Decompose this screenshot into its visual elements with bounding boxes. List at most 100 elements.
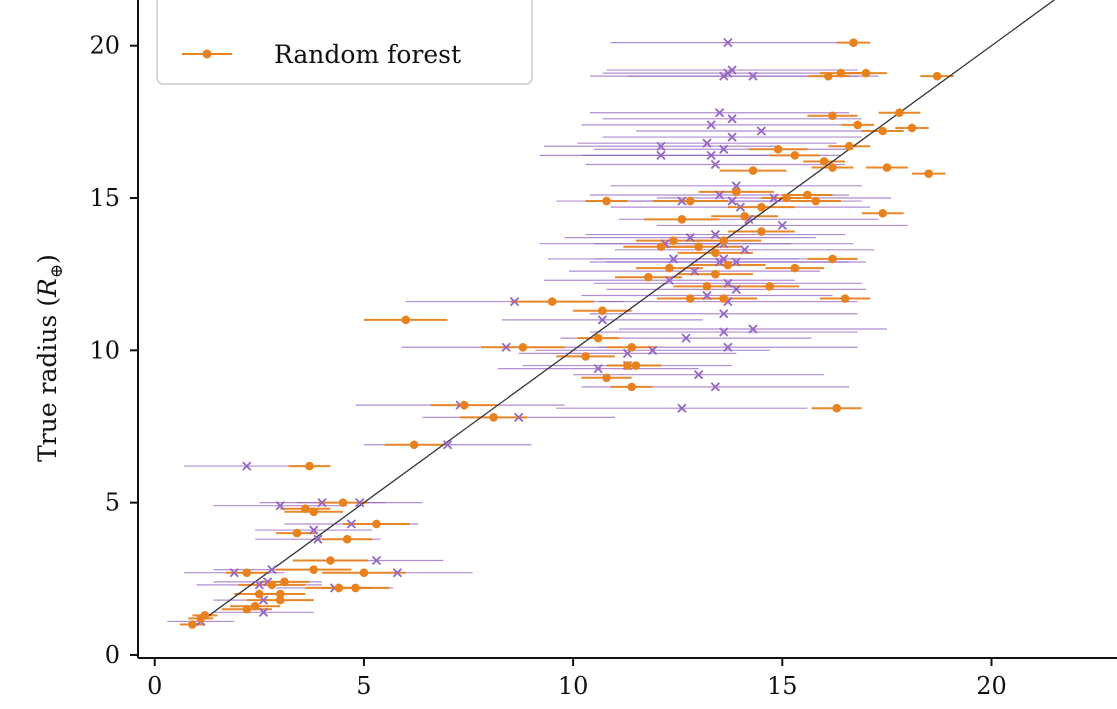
rf-point xyxy=(351,583,360,593)
rf-point xyxy=(790,151,800,160)
x-marker-stroke xyxy=(731,181,741,191)
rf-point xyxy=(267,580,277,590)
x-marker-point xyxy=(509,296,520,307)
rf-point xyxy=(460,400,469,410)
rf-point xyxy=(255,589,264,599)
x-marker-stroke xyxy=(501,342,511,352)
x-marker-point xyxy=(313,534,323,544)
rf-point xyxy=(685,294,695,303)
x-marker-stroke xyxy=(723,296,733,307)
x-marker-point xyxy=(593,363,603,374)
rf-point xyxy=(719,294,729,303)
x-marker-stroke xyxy=(309,525,319,535)
x-marker-stroke xyxy=(719,144,729,154)
x-marker-point xyxy=(719,309,729,319)
legend-box xyxy=(156,0,533,85)
x-marker-stroke xyxy=(714,108,725,118)
x-marker-stroke xyxy=(727,65,737,75)
legend-label: Random forest xyxy=(274,40,461,69)
x-marker-stroke xyxy=(719,327,729,337)
rf-point xyxy=(694,242,703,252)
x-marker-point xyxy=(710,159,720,170)
x-marker-stroke xyxy=(275,501,285,511)
x-marker-point xyxy=(254,580,264,590)
rf-point xyxy=(711,269,720,279)
x-marker-point xyxy=(664,275,674,285)
rf-point xyxy=(196,614,206,623)
rf-point xyxy=(861,68,871,78)
rf-point xyxy=(627,382,636,392)
rf-point xyxy=(338,498,348,507)
x-marker-point xyxy=(309,525,319,535)
rf-point xyxy=(828,254,837,264)
rf-point xyxy=(731,187,741,197)
rf-point xyxy=(275,589,285,599)
rf-point xyxy=(811,196,821,206)
x-marker-stroke xyxy=(731,284,741,295)
x-marker-point xyxy=(229,568,239,578)
x-marker-point xyxy=(685,232,695,243)
x-marker-stroke xyxy=(229,568,239,578)
x-marker-point xyxy=(710,382,720,392)
rf-point xyxy=(188,620,197,629)
x-marker-point xyxy=(597,315,608,325)
x-marker-point xyxy=(668,254,679,264)
x-marker-stroke xyxy=(267,565,277,575)
y-tick-label: 15 xyxy=(89,184,120,212)
x-marker-stroke xyxy=(656,150,666,160)
rf-point xyxy=(547,297,557,306)
x-marker-point xyxy=(731,284,741,295)
x-marker-point xyxy=(656,150,666,160)
rf-point xyxy=(711,248,720,258)
x-marker-stroke xyxy=(719,309,729,319)
rf-point xyxy=(301,504,310,514)
x-marker-stroke xyxy=(719,254,729,264)
x-tick-label: 5 xyxy=(356,672,371,700)
x-marker-stroke xyxy=(355,498,365,508)
x-marker-point xyxy=(727,132,737,142)
x-marker-stroke xyxy=(346,519,357,529)
rf-point xyxy=(656,242,666,252)
rf-point xyxy=(782,193,791,203)
x-marker-stroke xyxy=(371,555,382,566)
x-marker-stroke xyxy=(392,568,403,578)
x-marker-stroke xyxy=(677,196,687,206)
rf-point xyxy=(719,236,729,245)
rf-point xyxy=(757,202,766,212)
x-marker-point xyxy=(442,440,453,450)
x-marker-point xyxy=(702,290,712,301)
rf-point xyxy=(593,333,603,343)
x-marker-stroke xyxy=(740,245,750,255)
x-marker-point xyxy=(748,324,758,334)
rf-point xyxy=(757,227,766,236)
x-marker-point xyxy=(317,498,327,508)
x-marker-stroke xyxy=(714,190,725,200)
y-tick-label: 0 xyxy=(105,641,120,669)
y-tick-label: 10 xyxy=(89,336,120,364)
x-marker-stroke xyxy=(723,342,733,352)
rf-point xyxy=(242,604,252,614)
x-marker-point xyxy=(727,196,737,206)
rf-point xyxy=(765,282,775,291)
rf-point xyxy=(748,166,758,175)
y-tick-label: 20 xyxy=(89,32,120,60)
x-marker-point xyxy=(714,108,725,118)
identity-line xyxy=(192,0,1055,629)
rf-point xyxy=(824,71,833,81)
rf-point xyxy=(631,361,641,370)
rf-point xyxy=(334,583,344,593)
x-marker-stroke xyxy=(597,315,608,325)
x-marker-stroke xyxy=(710,229,720,240)
y-axis-title-close: ) xyxy=(33,254,62,264)
x-marker-point xyxy=(501,342,511,352)
x-marker-stroke xyxy=(263,577,273,587)
y-tick-label: 5 xyxy=(105,489,120,517)
rf-point xyxy=(907,123,917,133)
rf-point xyxy=(882,163,892,172)
x-marker-point xyxy=(731,257,741,267)
error-bars xyxy=(167,41,954,626)
rf-point xyxy=(602,196,611,206)
rf-point xyxy=(803,190,812,200)
x-marker-stroke xyxy=(735,202,746,212)
x-marker-point xyxy=(242,461,252,471)
